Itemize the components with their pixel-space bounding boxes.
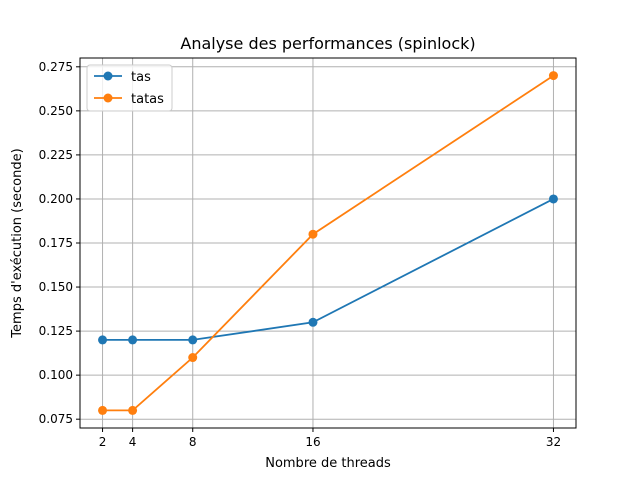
data-point-tatas: [548, 71, 558, 81]
y-tick-label: 0.100: [39, 368, 73, 382]
y-tick-label: 0.075: [39, 412, 73, 426]
y-tick-label: 0.200: [39, 192, 73, 206]
x-tick-label: 16: [305, 435, 320, 449]
y-tick-label: 0.275: [39, 60, 73, 74]
legend: tas tatas: [86, 64, 173, 112]
x-axis-title: Nombre de threads: [265, 456, 391, 471]
y-axis-ticks: 0.075 0.100 0.125 0.150 0.175 0.200 0.225 0.250…: [39, 60, 80, 426]
chart-title: Analyse des performances (spinlock): [180, 34, 475, 53]
data-point-tas: [308, 317, 318, 327]
x-axis-ticks: 2 4 8 16 32: [99, 428, 561, 449]
data-point-tatas: [188, 353, 198, 363]
data-point-tas: [188, 335, 198, 345]
grid: [80, 58, 576, 428]
x-tick-label: 8: [189, 435, 197, 449]
x-tick-label: 32: [546, 435, 561, 449]
legend-marker: [103, 93, 113, 103]
y-axis-title: Temps d'exécution (seconde): [10, 148, 25, 338]
data-point-tatas: [128, 405, 138, 415]
data-point-tas: [98, 335, 108, 345]
data-point-tatas: [308, 229, 318, 239]
data-point-tatas: [98, 405, 108, 415]
y-tick-label: 0.250: [39, 104, 73, 118]
legend-label: tatas: [131, 92, 164, 107]
y-tick-label: 0.150: [39, 280, 73, 294]
data-point-tas: [548, 194, 558, 204]
y-tick-label: 0.175: [39, 236, 73, 250]
y-tick-label: 0.125: [39, 324, 73, 338]
series-layer: [98, 71, 558, 415]
y-tick-label: 0.225: [39, 148, 73, 162]
legend-label: tas: [131, 70, 151, 85]
x-tick-label: 4: [129, 435, 137, 449]
x-tick-label: 2: [99, 435, 107, 449]
series-line-tas: [102, 198, 554, 341]
legend-marker: [103, 71, 113, 81]
data-point-tas: [128, 335, 138, 345]
